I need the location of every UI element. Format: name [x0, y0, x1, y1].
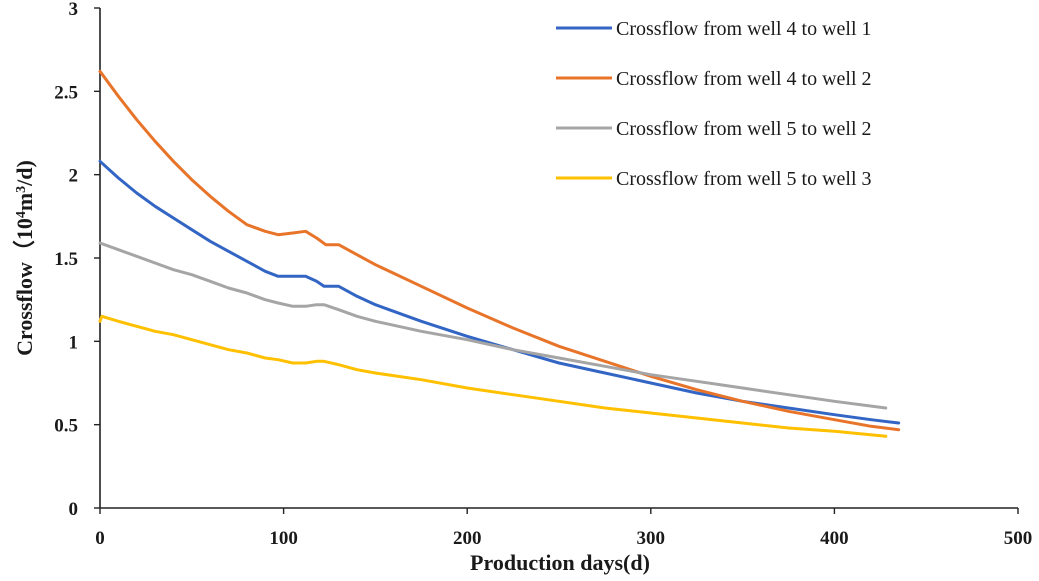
x-tick-label: 100: [269, 528, 298, 549]
y-tick-label: 2.5: [54, 82, 78, 103]
y-axis-title-sup: 4: [14, 211, 29, 218]
series-group: [98, 69, 901, 438]
x-axis-title: Production days(d): [470, 550, 650, 575]
legend-label-3: Crossflow from well 5 to well 2: [616, 118, 872, 140]
y-axis-title-prefix: Crossflow（10: [12, 218, 37, 356]
series-line-4: [98, 314, 888, 438]
y-tick-label: 0.5: [54, 416, 78, 437]
series-line-2: [98, 69, 901, 432]
y-tick-label: 0: [69, 499, 79, 520]
y-tick-label: 1.5: [54, 249, 78, 270]
ticks-group: 0 100 200 300 400 500 0 0.5 1 1.5 2 2.5 3: [54, 0, 1032, 549]
y-axis-title-suffix: /d): [12, 160, 37, 187]
y-tick-label: 1: [69, 332, 79, 353]
legend: Crossflow from well 4 to well 1 Crossflow…: [556, 18, 872, 190]
x-tick-label: 300: [637, 528, 666, 549]
y-axis-title: Crossflow（104m3/d): [12, 160, 37, 356]
y-tick-label: 2: [69, 166, 79, 187]
x-tick-label: 200: [453, 528, 482, 549]
x-tick-label: 0: [95, 528, 105, 549]
y-tick-label: 3: [69, 0, 79, 20]
series-line-1: [98, 159, 901, 425]
y-axis-title-sup2: 3: [14, 186, 29, 193]
x-tick-label: 500: [1004, 528, 1033, 549]
series-line-3: [98, 241, 888, 410]
legend-label-4: Crossflow from well 5 to well 3: [616, 168, 872, 190]
legend-label-2: Crossflow from well 4 to well 2: [616, 68, 872, 90]
y-axis-title-mid: m: [12, 193, 37, 211]
legend-label-1: Crossflow from well 4 to well 1: [616, 18, 872, 40]
x-tick-label: 400: [820, 528, 849, 549]
